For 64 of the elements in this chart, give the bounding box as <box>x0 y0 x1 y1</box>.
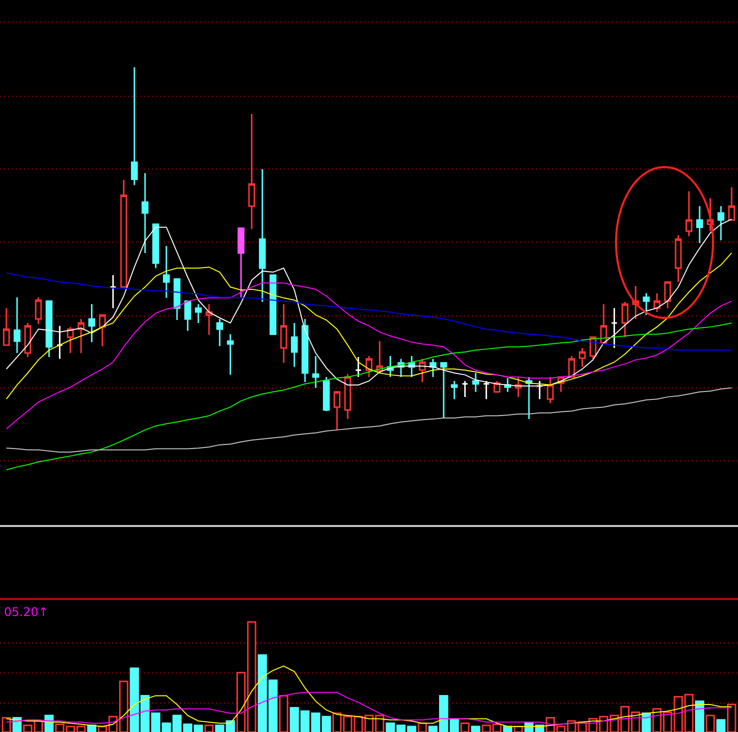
candlestick <box>270 274 276 336</box>
candlestick <box>226 333 234 376</box>
candlestick <box>344 373 352 420</box>
candlestick <box>718 205 724 241</box>
candlestick <box>46 300 52 358</box>
candlestick <box>290 322 298 368</box>
candlestick <box>88 303 96 343</box>
candlestick <box>450 380 458 400</box>
candlestick <box>302 318 308 383</box>
candlestick <box>280 303 288 364</box>
bar <box>87 724 96 732</box>
candlestick <box>98 314 106 347</box>
candlestick <box>206 303 212 336</box>
candlestick <box>610 307 618 349</box>
candlestick <box>578 347 586 368</box>
candlestick <box>258 168 266 303</box>
candlestick <box>238 228 244 298</box>
candlestick <box>664 280 672 309</box>
candlestick <box>2 307 10 346</box>
candlestick <box>322 376 330 412</box>
candlestick <box>622 301 628 338</box>
candlestick <box>728 186 736 221</box>
candlestick <box>366 355 372 378</box>
candlestick <box>334 391 340 431</box>
candlestick <box>34 296 42 325</box>
candlestick <box>152 224 160 269</box>
bar <box>695 700 704 732</box>
candlestick <box>312 355 320 389</box>
bar <box>471 726 480 732</box>
candlestick <box>526 376 532 420</box>
candlestick <box>430 358 436 378</box>
candlestick <box>642 292 650 316</box>
candlestick <box>110 274 116 309</box>
candlestick <box>462 380 468 398</box>
bar <box>716 719 726 732</box>
candlestick <box>184 300 192 332</box>
candlestick <box>14 296 20 354</box>
candlestick <box>600 303 608 344</box>
candlestick <box>418 358 426 383</box>
candlestick <box>248 113 256 230</box>
candlestick <box>78 318 84 354</box>
candlestick <box>686 190 692 238</box>
candlestick <box>654 292 660 313</box>
candlestick <box>376 340 384 374</box>
candlestick <box>120 179 128 288</box>
text: 05.20↑ <box>4 605 48 619</box>
candlestick <box>354 356 362 378</box>
candlestick <box>142 172 148 254</box>
candlestick <box>24 322 32 358</box>
candlestick <box>174 278 180 321</box>
candlestick <box>472 372 480 393</box>
candlestick <box>504 377 512 393</box>
candlestick <box>546 376 554 404</box>
candlestick <box>674 234 682 283</box>
candlestick <box>568 355 576 378</box>
candlestick <box>696 205 704 244</box>
candlestick <box>130 66 138 186</box>
candlestick <box>440 362 448 419</box>
candlestick <box>162 245 170 299</box>
candlestick <box>56 325 64 360</box>
candlestick <box>194 303 202 324</box>
bar <box>642 712 651 732</box>
candlestick <box>216 318 224 347</box>
candlestick <box>66 326 74 354</box>
